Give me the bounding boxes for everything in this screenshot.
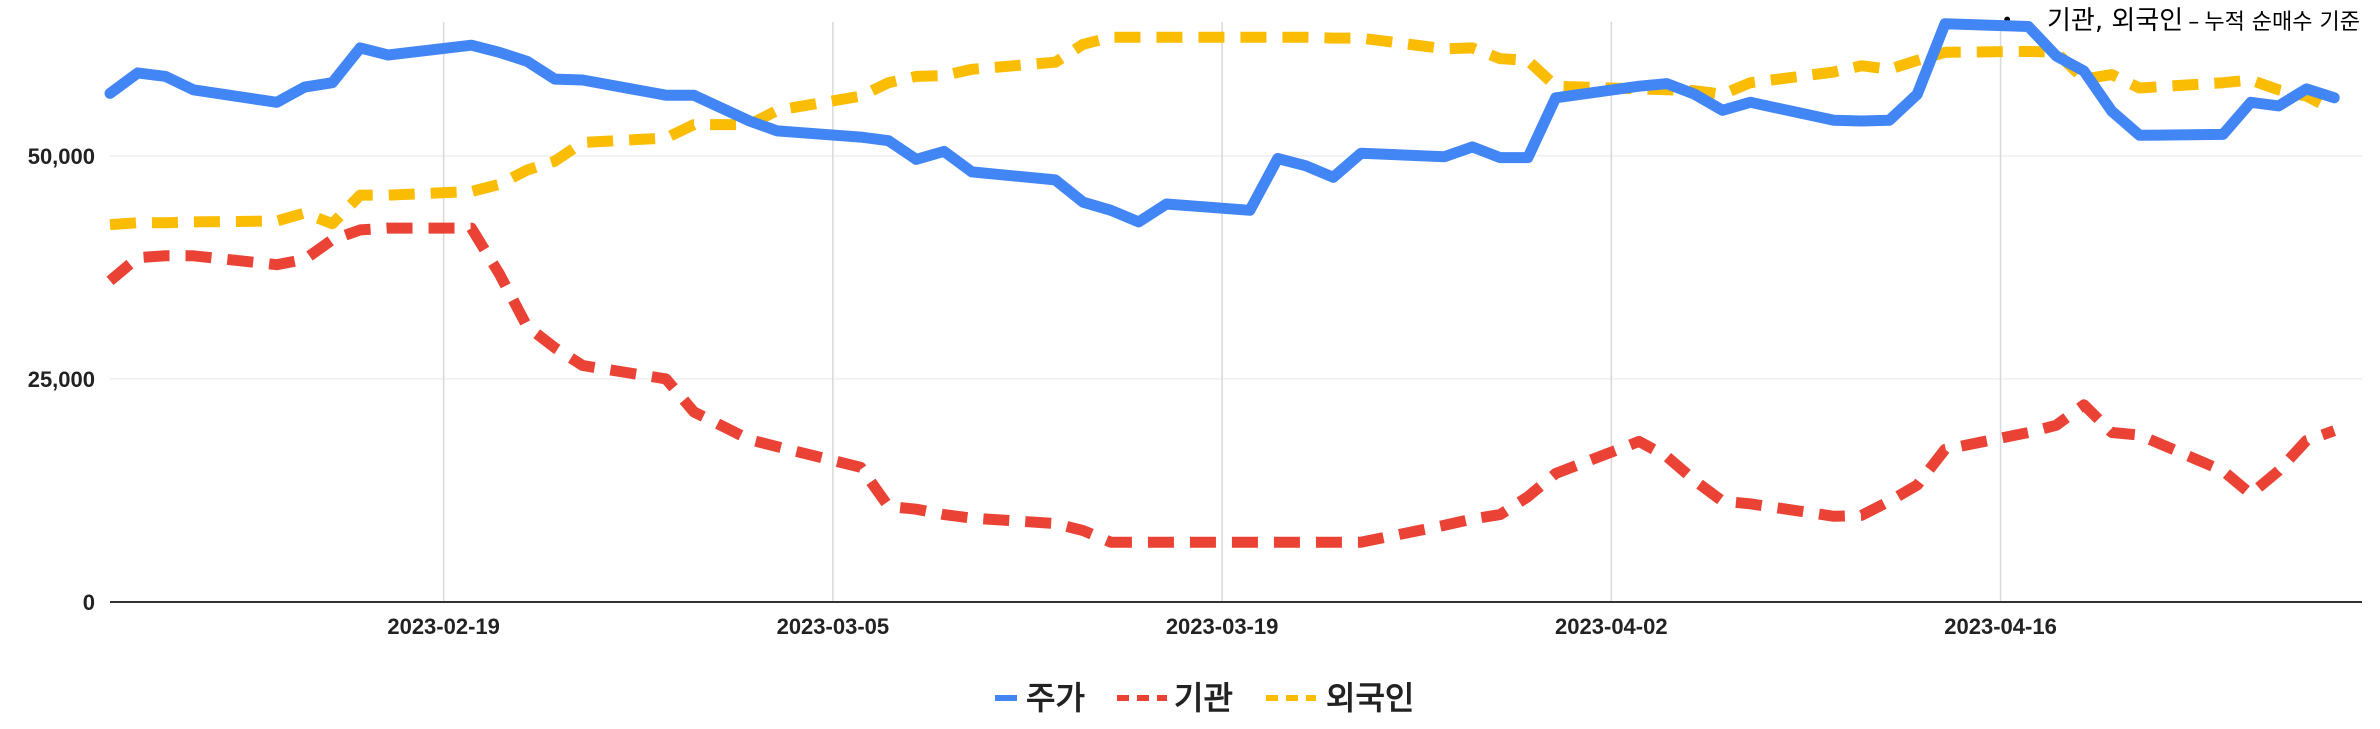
y-tick-label: 25,000 — [28, 367, 95, 392]
series-line-stock-price — [104, 18, 2340, 228]
y-tick-label: 50,000 — [28, 144, 95, 169]
x-tick-label: 2023-04-16 — [1944, 614, 2057, 639]
grid-layer — [110, 22, 2362, 602]
x-tick-label: 2023-03-05 — [777, 614, 890, 639]
axis-layer: 0 25,000 50,000 2023-02-19 2023-03-05 2023-03… — [28, 144, 2362, 639]
series-line-foreign — [109, 31, 2337, 231]
annotation-basis: 누적 순매수 기준 — [2204, 10, 2360, 35]
legend-label: 기관 — [1174, 680, 1233, 716]
annotation-separator: – — [2188, 10, 2200, 35]
legend-label: 외국인 — [1326, 680, 1414, 716]
series-layer — [104, 18, 2340, 548]
x-tick-label: 2023-02-19 — [387, 614, 500, 639]
legend-label: 주가 — [1026, 680, 1085, 716]
x-tick-label: 2023-04-02 — [1555, 614, 1668, 639]
chart-annotation: • 기관, 외국인 – 누적 순매수 기준 — [2001, 0, 2360, 37]
chart-legend: 주가 기관 외국인 — [995, 680, 1414, 716]
annotation-subject: 기관, 외국인 — [2047, 6, 2184, 36]
annotation-bullet: • — [2001, 8, 2013, 32]
x-tick-label: 2023-03-19 — [1166, 614, 1279, 639]
series-line-institution — [106, 222, 2337, 548]
y-tick-label: 0 — [83, 590, 95, 615]
